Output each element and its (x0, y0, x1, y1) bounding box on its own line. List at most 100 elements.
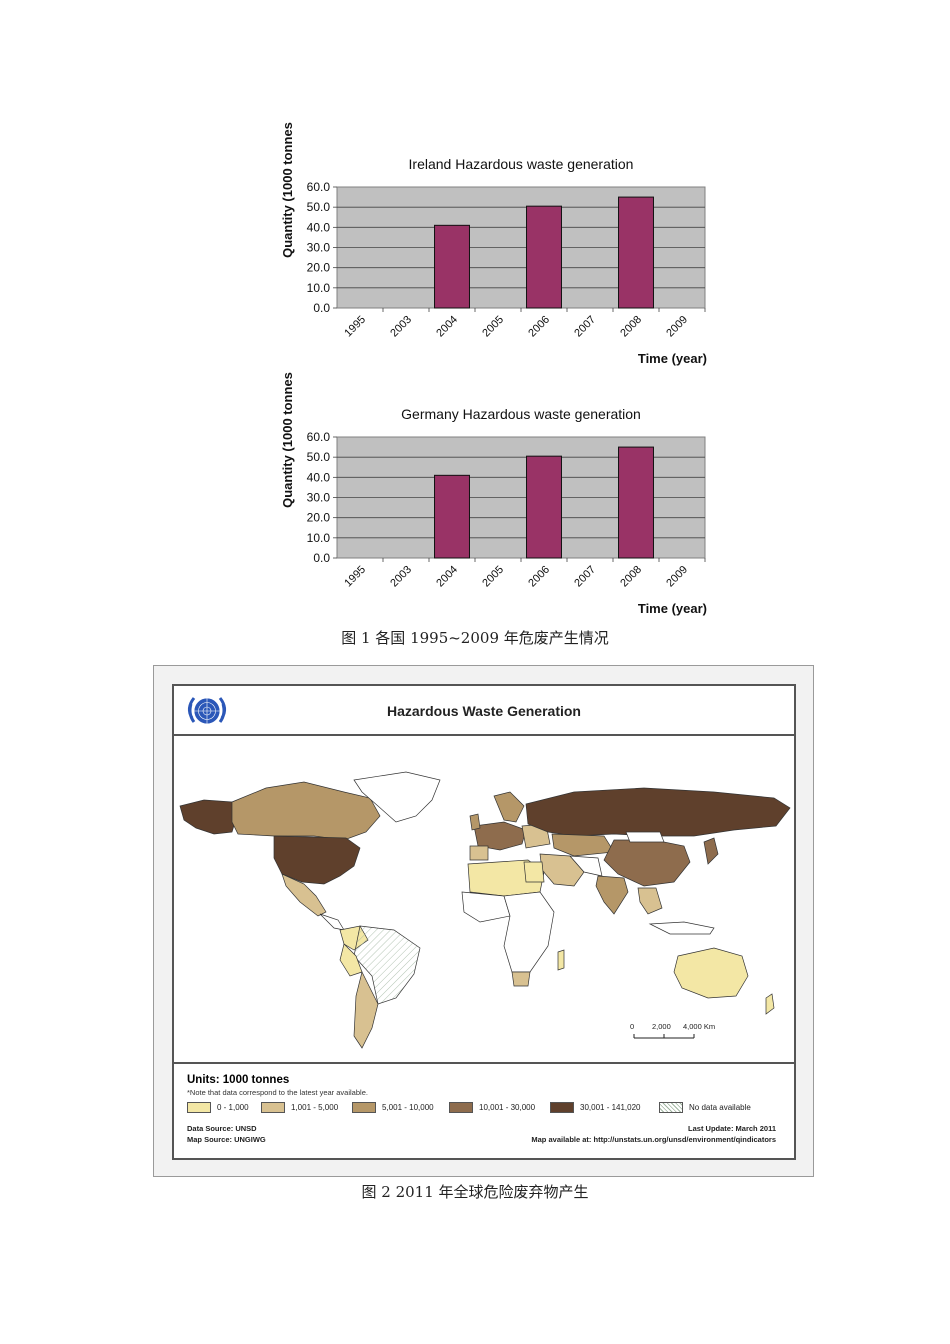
usa-region (273, 835, 361, 885)
x-tick-label: 2006 (526, 564, 552, 590)
russia-region (525, 787, 791, 837)
legend-swatch (261, 1102, 285, 1113)
x-tick-label: 2007 (572, 314, 598, 340)
germany-chart-svg: Germany Hazardous waste generation 0.0 10.… (280, 372, 707, 616)
southeast-asia-region (637, 887, 663, 915)
japan-region (703, 837, 719, 865)
bar (526, 205, 562, 309)
legend-label: No data available (689, 1103, 751, 1112)
units-title: Units: 1000 tonnes (187, 1074, 290, 1086)
y-tick-label: 10.0 (307, 281, 331, 295)
central-america-region (319, 913, 345, 931)
y-tick-label: 30.0 (307, 491, 331, 505)
x-tick-label: 2004 (434, 314, 460, 340)
y-tick-label: 20.0 (307, 261, 331, 275)
world-map-svg (179, 771, 791, 1049)
figure-1-caption: 图 1 各国 1995~2009 年危废产生情况 (341, 629, 609, 647)
x-tick-label: 2005 (480, 314, 506, 340)
alaska-region (179, 799, 239, 835)
y-tick-label: 50.0 (307, 200, 331, 214)
x-tick-label: 2009 (664, 314, 690, 340)
x-tick-label: 2003 (388, 314, 414, 340)
bar (434, 224, 470, 309)
y-tick-label: 60.0 (307, 180, 331, 194)
scale-bar (633, 1034, 695, 1039)
peru-region (339, 943, 363, 977)
greenland-region (353, 771, 441, 823)
x-tick-label: 2003 (388, 564, 414, 590)
x-axis-label: Time (year) (638, 601, 707, 616)
y-tick-label: 20.0 (307, 511, 331, 525)
un-emblem-icon (187, 697, 227, 725)
map-header: Hazardous Waste Generation (174, 686, 794, 736)
legend-swatch (550, 1102, 574, 1113)
y-axis-label: Quantity (1000 tonnes (280, 122, 295, 258)
new-zealand-region (765, 993, 775, 1015)
mongolia-region (625, 831, 665, 843)
legend-swatch-hatched (659, 1102, 683, 1113)
scale-label-2000: 2,000 (652, 1022, 671, 1031)
chart-title: Germany Hazardous waste generation (401, 406, 641, 422)
scale-label-0: 0 (630, 1022, 635, 1031)
x-tick-label: 1995 (342, 314, 368, 340)
legend-swatch (187, 1102, 211, 1113)
map-url: Map available at: http://unstats.un.org/… (531, 1135, 776, 1144)
world-map: 0 2,000 4,000 Km (174, 736, 794, 1064)
legend-label: 10,001 - 30,000 (479, 1103, 536, 1112)
y-tick-label: 0.0 (313, 551, 330, 565)
last-update: Last Update: March 2011 (688, 1124, 776, 1133)
australia-region (673, 947, 749, 999)
central-africa-region (503, 891, 555, 973)
map-legend: Units: 1000 tonnes *Note that data corre… (174, 1064, 794, 1158)
x-tick-label: 2006 (526, 314, 552, 340)
chile-argentina-region (353, 970, 379, 1049)
y-tick-label: 0.0 (313, 301, 330, 315)
bar (434, 474, 470, 559)
data-source: Data Source: UNSD (187, 1124, 257, 1133)
mexico-region (281, 873, 327, 917)
brazil-region (353, 925, 421, 1005)
y-tick-label: 40.0 (307, 220, 331, 234)
y-tick-label: 40.0 (307, 470, 331, 484)
y-tick-label: 60.0 (307, 430, 331, 444)
egypt-region (523, 861, 545, 883)
y-tick-label: 50.0 (307, 450, 331, 464)
y-tick-label: 10.0 (307, 531, 331, 545)
bar (526, 455, 562, 559)
scandinavia-region (493, 791, 525, 823)
west-africa-region (461, 891, 511, 923)
india-region (595, 875, 629, 915)
legend-label: 1,001 - 5,000 (291, 1103, 339, 1112)
x-tick-label: 2007 (572, 564, 598, 590)
scale-label-4000: 4,000 Km (683, 1022, 716, 1031)
world-map-figure: Hazardous Waste Generation (153, 665, 814, 1177)
x-tick-label: 2008 (618, 314, 644, 340)
iberia-region (469, 845, 489, 861)
madagascar-region (557, 949, 565, 971)
map-title: Hazardous Waste Generation (387, 703, 581, 719)
legend-swatch (449, 1102, 473, 1113)
x-tick-label: 1995 (342, 564, 368, 590)
x-tick-label: 2004 (434, 564, 460, 590)
south-africa-region (511, 971, 531, 987)
map-frame: Hazardous Waste Generation (172, 684, 796, 1160)
x-tick-label: 2008 (618, 564, 644, 590)
x-tick-label: 2005 (480, 564, 506, 590)
uk-region (469, 813, 481, 831)
map-source: Map Source: UNGIWG (187, 1135, 266, 1144)
bar (618, 196, 654, 309)
legend-swatch (352, 1102, 376, 1113)
y-tick-label: 30.0 (307, 241, 331, 255)
x-axis-label: Time (year) (638, 351, 707, 366)
bar (618, 446, 654, 559)
germany-chart: Germany Hazardous waste generation 0.0 10.… (270, 365, 730, 625)
legend-label: 30,001 - 141,020 (580, 1103, 641, 1112)
units-note: *Note that data correspond to the latest… (187, 1088, 368, 1097)
legend-label: 5,001 - 10,000 (382, 1103, 434, 1112)
y-axis-label: Quantity (1000 tonnes (280, 372, 295, 508)
ireland-chart: Ireland Hazardous waste generation 0.0 10.… (270, 115, 730, 375)
indonesia-region (648, 921, 715, 935)
ireland-chart-svg: Ireland Hazardous waste generation 0.0 10.… (280, 122, 707, 366)
chart-title: Ireland Hazardous waste generation (409, 156, 634, 172)
legend-label: 0 - 1,000 (217, 1103, 249, 1112)
